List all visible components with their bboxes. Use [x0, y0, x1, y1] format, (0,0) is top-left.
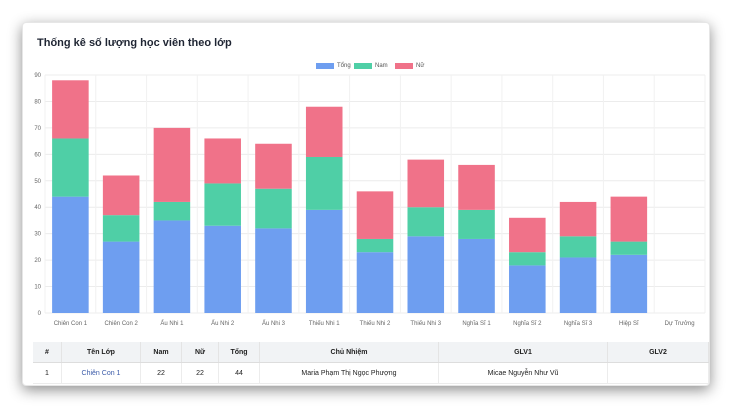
x-tick-label: Thiếu Nhi 1 — [309, 321, 340, 327]
col-header-glv2: GLV2 — [607, 342, 709, 363]
legend-swatch-tong — [316, 63, 334, 69]
y-tick-label: 50 — [34, 179, 41, 185]
x-tick-label: Ấu Nhi 2 — [211, 320, 235, 327]
legend-item-nam[interactable]: Nam — [354, 63, 388, 69]
bar-segment — [509, 217, 546, 253]
x-tick-label: Ấu Nhi 1 — [160, 320, 184, 327]
y-tick-label: 20 — [34, 258, 41, 264]
bar-segment — [559, 236, 597, 258]
cell-index: 1 — [33, 362, 62, 384]
x-tick-label: Ấu Nhi 3 — [262, 320, 286, 327]
y-tick-label: 60 — [34, 152, 41, 158]
bar-segment — [407, 159, 445, 208]
cell-glv2 — [607, 362, 709, 384]
col-header-female: Nữ — [181, 342, 219, 363]
bar-segment — [305, 156, 343, 210]
bar-segment — [407, 236, 445, 313]
col-header-glv1: GLV1 — [438, 342, 608, 363]
legend-label-tong: Tổng — [337, 63, 351, 69]
col-header-class-name: Tên Lớp — [61, 342, 141, 363]
bar-segment — [610, 254, 648, 313]
bar-segment — [153, 220, 191, 313]
y-tick-label: 80 — [34, 99, 41, 105]
table-header-row: # Tên Lớp Nam Nữ Tổng Chủ Nhiệm GLV1 GLV… — [33, 342, 709, 363]
bar-segment — [458, 209, 495, 239]
bar-segment — [255, 188, 292, 229]
bar-segment — [458, 164, 495, 210]
bar-segment — [356, 252, 394, 313]
stacked-bar-chart: 0 10 20 30 40 50 60 70 80 90 Chiên Con 1 Chiên Con … — [34, 73, 706, 327]
y-tick-label: 10 — [34, 285, 41, 291]
bar-segment — [102, 241, 140, 313]
bar-segment — [153, 201, 191, 221]
bar-segment — [52, 80, 89, 139]
cell-homeroom: Maria Phạm Thị Ngọc Phượng — [259, 362, 439, 384]
x-tick-label: Thiếu Nhi 2 — [360, 321, 391, 327]
bar-segment — [610, 241, 648, 255]
x-tick-label: Nghĩa Sĩ 3 — [564, 321, 593, 327]
col-header-total: Tổng — [218, 342, 260, 363]
x-tick-label: Hiệp Sĩ — [619, 321, 639, 327]
col-header-index: # — [33, 342, 62, 363]
bar-segment — [255, 143, 292, 189]
x-tick-label: Chiên Con 2 — [104, 321, 138, 327]
bar-segment — [407, 207, 445, 237]
y-tick-label: 0 — [38, 311, 42, 317]
table-row: 1 Chiên Con 1 22 22 44 Maria Phạm Thị Ng… — [33, 362, 709, 384]
bar-segment — [204, 138, 241, 184]
bar-segment — [305, 209, 343, 313]
col-header-male: Nam — [140, 342, 182, 363]
bar-segment — [52, 138, 89, 197]
bar-segment — [509, 265, 546, 313]
bar-segment — [356, 191, 394, 239]
bar-segment — [102, 175, 140, 216]
y-tick-label: 30 — [34, 232, 41, 238]
bar-segment — [458, 238, 495, 313]
x-tick-label: Thiếu Nhi 3 — [410, 321, 441, 327]
bar-segment — [305, 106, 343, 157]
bar-segment — [255, 228, 292, 313]
col-header-homeroom: Chủ Nhiệm — [259, 342, 439, 363]
legend-item-nu[interactable]: Nữ — [395, 63, 424, 69]
legend-swatch-nam — [354, 63, 372, 69]
x-tick-label: Dự Trưởng — [665, 320, 695, 327]
cell-total: 44 — [218, 362, 260, 384]
legend-label-nam: Nam — [375, 63, 388, 69]
y-tick-label: 40 — [34, 205, 41, 211]
bar-segment — [356, 238, 394, 253]
y-tick-label: 90 — [34, 73, 41, 79]
legend-swatch-nu — [395, 63, 413, 69]
bar-segment — [559, 201, 597, 237]
chart-title: Thống kê số lượng học viên theo lớp — [37, 37, 232, 49]
cell-male: 22 — [140, 362, 182, 384]
cell-female: 22 — [181, 362, 219, 384]
bar-segment — [204, 183, 241, 226]
bar-segment — [204, 225, 241, 313]
x-tick-label: Nghĩa Sĩ 2 — [513, 321, 542, 327]
bar-segment — [52, 196, 89, 313]
x-tick-label: Chiên Con 1 — [54, 321, 88, 327]
cell-class-name-wrap: Chiên Con 1 — [61, 362, 141, 384]
bar-segment — [102, 215, 140, 242]
bar-segment — [559, 257, 597, 313]
bar-segment — [509, 252, 546, 266]
x-tick-label: Nghĩa Sĩ 1 — [462, 321, 491, 327]
chart-legend: Tổng Nam Nữ — [23, 63, 709, 75]
class-table: # Tên Lớp Nam Nữ Tổng Chủ Nhiệm GLV1 GLV… — [33, 342, 709, 384]
legend-item-tong[interactable]: Tổng — [316, 63, 351, 69]
stats-card: Thống kê số lượng học viên theo lớp Tổng… — [22, 22, 710, 386]
legend-label-nu: Nữ — [416, 63, 425, 69]
cell-glv1: Micae Nguyễn Như Vũ — [438, 362, 608, 384]
bar-segment — [610, 196, 648, 242]
bar-segment — [153, 127, 191, 202]
class-name-link[interactable]: Chiên Con 1 — [81, 369, 121, 377]
y-tick-label: 70 — [34, 126, 41, 132]
